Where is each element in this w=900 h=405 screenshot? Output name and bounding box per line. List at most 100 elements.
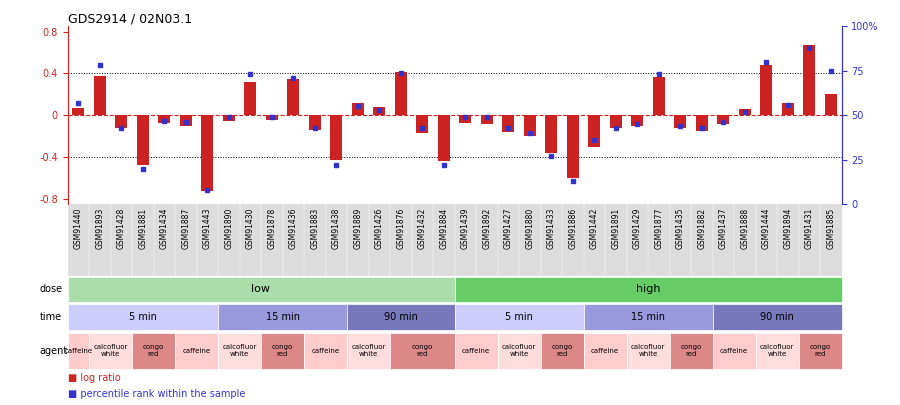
Bar — [352, 103, 364, 115]
Text: calcofluor
white: calcofluor white — [94, 344, 128, 357]
Bar — [330, 115, 342, 160]
Text: GSM91443: GSM91443 — [202, 208, 211, 249]
Bar — [626, 333, 670, 369]
Text: GSM91427: GSM91427 — [504, 208, 513, 249]
Bar — [89, 333, 132, 369]
Text: GSM91439: GSM91439 — [461, 208, 470, 249]
Bar — [545, 115, 557, 153]
Bar — [266, 115, 278, 119]
Text: GSM91426: GSM91426 — [374, 208, 383, 249]
Bar — [202, 115, 213, 191]
Bar — [175, 333, 218, 369]
Text: GSM91892: GSM91892 — [482, 208, 491, 249]
Text: 90 min: 90 min — [383, 312, 418, 322]
Bar — [713, 305, 842, 330]
Text: GSM91886: GSM91886 — [568, 208, 577, 249]
Text: agent: agent — [40, 346, 68, 356]
Text: calcofluor
white: calcofluor white — [222, 344, 256, 357]
Bar — [417, 115, 428, 133]
Bar — [309, 115, 320, 130]
Bar — [94, 76, 105, 115]
Text: GDS2914 / 02N03.1: GDS2914 / 02N03.1 — [68, 12, 192, 25]
Bar — [717, 115, 729, 124]
Text: caffeine: caffeine — [311, 348, 339, 354]
Text: calcofluor
white: calcofluor white — [502, 344, 536, 357]
Text: GSM91442: GSM91442 — [590, 208, 598, 249]
Text: 5 min: 5 min — [505, 312, 533, 322]
Text: GSM91444: GSM91444 — [761, 208, 770, 249]
Bar — [132, 333, 175, 369]
Text: GSM91430: GSM91430 — [246, 208, 255, 249]
Text: GSM91438: GSM91438 — [332, 208, 341, 249]
Bar — [481, 115, 492, 124]
Text: GSM91436: GSM91436 — [289, 208, 298, 249]
Text: caffeine: caffeine — [183, 348, 211, 354]
Bar — [459, 115, 472, 123]
Text: 90 min: 90 min — [760, 312, 794, 322]
Bar — [180, 115, 192, 126]
Text: GSM91880: GSM91880 — [526, 208, 535, 249]
Bar — [498, 333, 541, 369]
Text: congo
red: congo red — [552, 344, 572, 357]
Bar — [390, 333, 454, 369]
Text: GSM91432: GSM91432 — [418, 208, 427, 249]
Bar — [652, 77, 665, 115]
Bar — [583, 305, 713, 330]
Text: GSM91883: GSM91883 — [310, 208, 320, 249]
Text: GSM91437: GSM91437 — [719, 208, 728, 249]
Bar — [454, 277, 842, 302]
Text: 15 min: 15 min — [631, 312, 665, 322]
Text: GSM91891: GSM91891 — [611, 208, 620, 249]
Bar — [347, 305, 454, 330]
Text: GSM91882: GSM91882 — [698, 208, 706, 249]
Bar — [68, 333, 89, 369]
Bar — [304, 333, 347, 369]
Text: ■ log ratio: ■ log ratio — [68, 373, 121, 383]
Text: GSM91889: GSM91889 — [353, 208, 362, 249]
Bar — [610, 115, 622, 128]
Bar — [524, 115, 536, 136]
Text: GSM91881: GSM91881 — [139, 208, 148, 249]
Text: GSM91878: GSM91878 — [267, 208, 276, 249]
Text: congo
red: congo red — [809, 344, 831, 357]
Text: dose: dose — [40, 284, 63, 294]
Text: caffeine: caffeine — [64, 348, 93, 354]
Bar — [798, 333, 842, 369]
Bar — [502, 115, 514, 132]
Text: GSM91440: GSM91440 — [74, 208, 83, 249]
Bar — [755, 333, 798, 369]
Bar — [760, 65, 772, 115]
Text: high: high — [635, 284, 661, 294]
Bar — [374, 107, 385, 115]
Text: congo
red: congo red — [680, 344, 702, 357]
Text: congo
red: congo red — [143, 344, 164, 357]
Bar — [223, 115, 235, 121]
Text: caffeine: caffeine — [591, 348, 619, 354]
Bar — [218, 333, 261, 369]
Bar — [218, 305, 347, 330]
Text: GSM91433: GSM91433 — [547, 208, 556, 249]
Text: GSM91887: GSM91887 — [181, 208, 190, 249]
Bar — [454, 333, 498, 369]
Bar — [631, 115, 644, 126]
Bar — [567, 115, 579, 178]
Text: GSM91888: GSM91888 — [740, 208, 749, 249]
Text: low: low — [251, 284, 271, 294]
Text: time: time — [40, 312, 62, 322]
Text: GSM91431: GSM91431 — [805, 208, 814, 249]
Bar — [137, 115, 148, 164]
Bar — [68, 277, 454, 302]
Text: caffeine: caffeine — [462, 348, 490, 354]
Bar — [583, 333, 626, 369]
Text: GSM91428: GSM91428 — [117, 208, 126, 249]
Text: caffeine: caffeine — [720, 348, 748, 354]
Bar — [541, 333, 583, 369]
Text: GSM91890: GSM91890 — [224, 208, 233, 249]
Text: GSM91885: GSM91885 — [826, 208, 835, 249]
Text: calcofluor
white: calcofluor white — [351, 344, 386, 357]
Text: calcofluor
white: calcofluor white — [631, 344, 665, 357]
Bar — [782, 103, 794, 115]
Bar — [589, 115, 600, 147]
Bar — [287, 79, 299, 115]
Bar — [670, 333, 713, 369]
